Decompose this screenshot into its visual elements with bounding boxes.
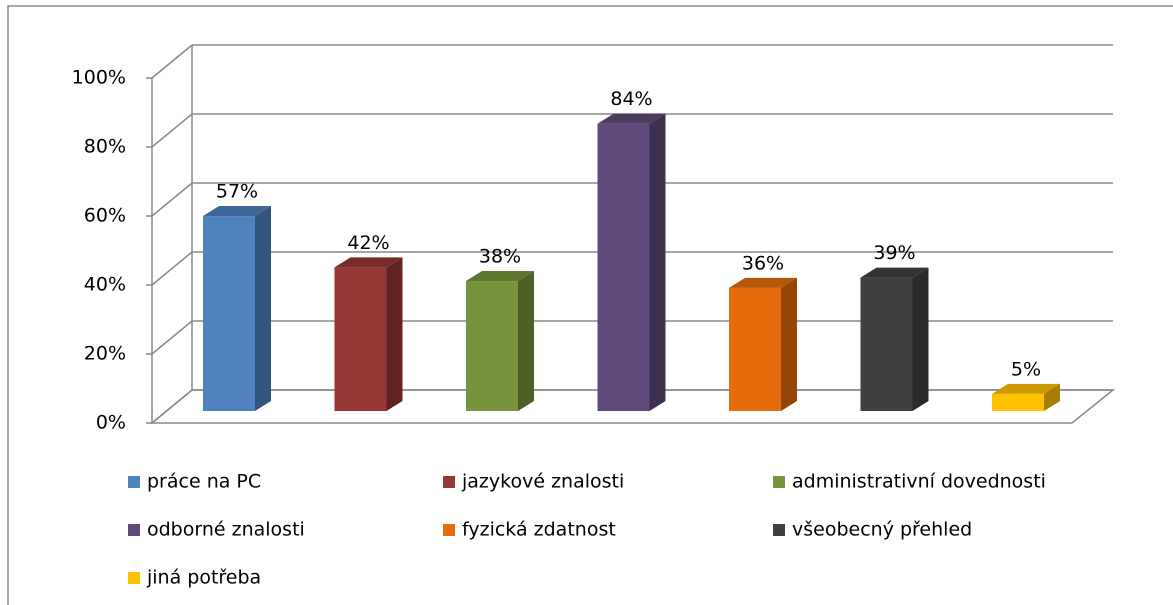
bar-top xyxy=(729,277,797,288)
legend-swatch xyxy=(773,524,785,536)
bar xyxy=(597,123,650,411)
y-tick-label: 60% xyxy=(84,205,126,227)
bar xyxy=(992,393,1044,411)
legend-swatch xyxy=(128,572,140,584)
bar xyxy=(334,267,387,411)
bar xyxy=(203,216,255,411)
side-grid-line xyxy=(151,182,193,217)
bar-top xyxy=(860,267,929,278)
legend-swatch xyxy=(128,476,140,488)
bar-side xyxy=(781,277,797,411)
bar-side xyxy=(255,206,271,411)
y-tick-label: 100% xyxy=(72,67,126,89)
bar-top xyxy=(597,113,666,124)
bar xyxy=(466,281,518,411)
bar xyxy=(860,277,913,411)
bar-side xyxy=(518,271,534,411)
bar-top xyxy=(334,257,403,268)
bar xyxy=(729,287,781,411)
bar-side xyxy=(649,113,666,411)
legend-swatch xyxy=(128,524,140,536)
legend-label: odborné znalosti xyxy=(147,519,305,541)
legend-label: práce na PC xyxy=(147,471,261,493)
data-label: 57% xyxy=(216,181,258,203)
legend-label: fyzická zdatnost xyxy=(462,519,616,541)
data-label: 84% xyxy=(610,88,652,110)
bar-top xyxy=(466,271,534,282)
side-grid-line xyxy=(151,251,193,286)
side-grid-line xyxy=(151,320,193,355)
bar-top xyxy=(992,383,1060,394)
data-label: 36% xyxy=(742,252,784,274)
legend-label: administrativní dovednosti xyxy=(792,471,1046,493)
y-tick-label: 80% xyxy=(84,136,126,158)
y-tick-label: 40% xyxy=(84,274,126,296)
data-label: 5% xyxy=(1011,358,1041,380)
legend-swatch xyxy=(443,524,455,536)
chart-border xyxy=(7,5,1173,605)
bar-side xyxy=(912,267,929,411)
legend-swatch xyxy=(443,476,455,488)
legend-label: všeobecný přehled xyxy=(792,519,972,541)
side-grid-line xyxy=(151,44,193,79)
data-label: 42% xyxy=(347,232,389,254)
side-grid-line xyxy=(151,113,193,148)
bar-side xyxy=(386,257,403,411)
y-tick-label: 0% xyxy=(96,412,126,434)
legend-label: jiná potřeba xyxy=(146,567,261,589)
y-tick-label: 20% xyxy=(84,343,126,365)
data-label: 39% xyxy=(873,242,915,264)
bar-side xyxy=(1044,383,1060,411)
legend-label: jazykové znalosti xyxy=(461,471,624,493)
legend-swatch xyxy=(773,476,785,488)
data-label: 38% xyxy=(479,246,521,268)
side-grid-line xyxy=(151,389,193,424)
bar-top xyxy=(203,206,271,217)
